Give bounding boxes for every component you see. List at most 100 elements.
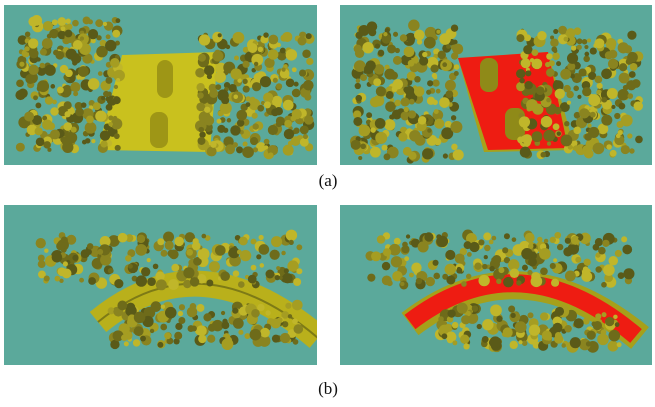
foliage [198,54,206,62]
foliage [288,314,292,318]
foliage [445,80,456,91]
foliage [88,29,98,39]
foliage [160,324,167,331]
foliage [16,79,24,87]
foliage [414,30,425,41]
foliage [523,45,532,54]
foliage [64,101,72,109]
foliage [556,61,561,66]
foliage [577,95,581,99]
foliage [233,32,245,44]
foliage [354,60,366,72]
foliage [70,82,80,92]
foliage [45,96,53,104]
foliage [28,65,38,75]
foliage [457,267,461,271]
foliage [426,277,435,286]
foliage [15,90,25,100]
foliage [414,76,420,82]
foliage [553,258,557,262]
foliage [221,96,229,104]
foliage [528,243,534,249]
foliage [370,147,381,158]
foliage [256,254,261,259]
foliage [100,140,107,147]
foliage [225,144,235,154]
foliage [156,279,167,290]
foliage [197,137,205,145]
page: (a) (b) (() => { const data = JSON.parse… [0,0,655,407]
foliage [629,71,636,78]
foliage [619,103,626,110]
foliage [195,68,205,78]
foliage [532,59,543,70]
foliage [16,143,25,152]
foliage [594,38,604,48]
foliage [408,110,416,118]
foliage [383,32,387,36]
foliage [524,81,532,89]
foliage [259,235,264,240]
foliage [587,38,591,42]
foliage [393,56,402,65]
foliage [303,80,313,90]
foliage [536,86,545,95]
foliage [540,268,548,276]
foliage [254,62,258,66]
foliage [243,141,248,146]
foliage [52,252,63,263]
foliage [426,90,431,95]
foliage [584,52,589,57]
foliage [276,83,282,89]
foliage [206,280,213,287]
foliage [147,258,151,262]
foliage [558,26,567,35]
foliage [605,51,613,59]
foliage [375,43,380,48]
foliage [351,140,361,150]
foliage [593,143,605,155]
foliage [178,311,183,316]
foliage [439,97,450,108]
foliage [463,343,469,349]
foliage [563,247,572,256]
foliage [433,260,439,266]
foliage [268,49,279,60]
median [157,60,173,98]
foliage [155,271,164,280]
foliage [622,245,632,255]
foliage [72,255,78,261]
foliage [443,153,448,158]
foliage [116,78,120,82]
foliage [430,64,438,72]
foliage [58,17,67,26]
foliage [454,64,460,70]
foliage [95,110,106,121]
foliage [44,275,50,281]
foliage [174,237,184,247]
foliage [165,307,177,319]
foliage [446,44,451,49]
foliage [88,277,96,285]
foliage [516,280,521,285]
foliage [455,254,465,264]
foliage [553,29,558,34]
foliage [272,335,280,343]
foliage [360,143,366,149]
foliage [207,147,217,157]
foliage [389,114,394,119]
foliage [422,52,427,57]
foliage [234,55,239,60]
foliage [356,79,360,83]
foliage [36,137,45,146]
foliage [619,73,630,84]
foliage [242,61,249,68]
foliage [450,121,462,133]
foliage [252,113,258,119]
foliage [504,233,510,239]
foliage [121,334,128,341]
foliage [416,278,422,284]
foliage [106,96,111,101]
foliage [135,244,147,256]
foliage [42,119,52,129]
